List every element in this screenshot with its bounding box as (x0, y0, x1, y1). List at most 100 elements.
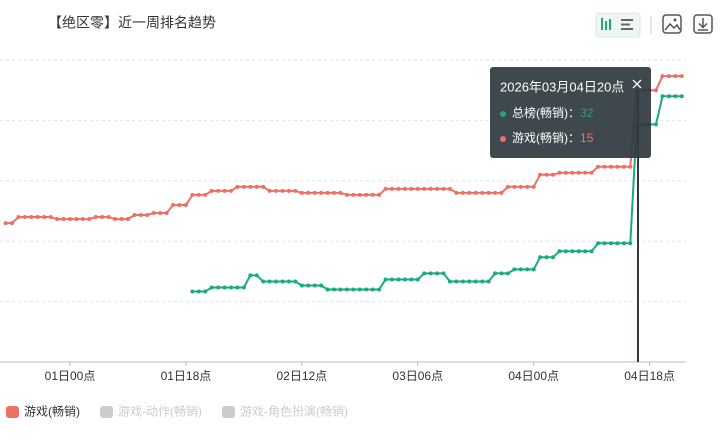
data-point (325, 190, 330, 195)
data-point (332, 190, 337, 195)
data-point (589, 249, 594, 254)
data-point (338, 287, 343, 292)
data-point (106, 215, 111, 220)
data-point (628, 164, 633, 169)
data-point (377, 287, 382, 292)
data-point (35, 215, 40, 220)
data-point (493, 271, 498, 276)
separator: ： (568, 106, 580, 120)
legend[interactable]: 游戏(畅销) 游戏-动作(畅销) 游戏-角色扮演(畅销) (6, 404, 348, 419)
data-point (402, 186, 407, 191)
data-point (480, 190, 485, 195)
x-tick-label: 01日18点 (161, 369, 212, 383)
series-line (5, 75, 682, 225)
data-point (222, 285, 227, 290)
data-point (447, 279, 452, 284)
data-point (454, 190, 459, 195)
data-point (61, 217, 66, 222)
data-point (499, 271, 504, 276)
x-tick-label: 04日00点 (508, 369, 559, 383)
data-point (280, 188, 285, 193)
data-point (679, 74, 684, 79)
legend-swatch[interactable] (222, 406, 235, 418)
data-point (493, 190, 498, 195)
data-point (100, 215, 105, 220)
data-point (132, 213, 137, 218)
data-point (138, 213, 143, 218)
data-point (87, 217, 92, 222)
data-point (196, 192, 201, 197)
data-point (299, 190, 304, 195)
tooltip-close[interactable] (632, 79, 642, 89)
data-point (93, 215, 98, 220)
data-point (589, 170, 594, 175)
data-point (583, 170, 588, 175)
data-point (435, 186, 440, 191)
data-point (145, 213, 150, 218)
data-point (241, 285, 246, 290)
download-button[interactable] (693, 14, 713, 34)
data-point (518, 184, 523, 189)
data-point (16, 215, 21, 220)
data-point (325, 287, 330, 292)
data-point (615, 164, 620, 169)
data-point (299, 283, 304, 288)
data-point (505, 184, 510, 189)
data-point (551, 172, 555, 177)
data-point (422, 186, 427, 191)
data-point (390, 186, 394, 191)
data-point (293, 279, 298, 284)
data-point (441, 186, 446, 191)
data-point (544, 172, 549, 177)
data-point (171, 202, 176, 207)
data-point (248, 273, 253, 278)
data-point (596, 164, 601, 169)
data-point (447, 186, 452, 191)
data-point (415, 277, 420, 282)
data-point (422, 271, 427, 276)
data-point (351, 287, 356, 292)
legend-swatch[interactable] (6, 406, 19, 418)
legend-label[interactable]: 游戏-角色扮演(畅销) (240, 404, 348, 419)
data-point (29, 215, 34, 220)
x-tick-label: 04日18点 (624, 369, 675, 383)
data-point (203, 289, 208, 294)
data-point (531, 184, 536, 189)
toolbar[interactable] (595, 12, 713, 38)
data-point (525, 267, 530, 272)
tooltip: 2026年03月04日20点 总榜(畅销)：32 游戏(畅销)：15 (490, 67, 651, 158)
data-point (338, 190, 343, 195)
data-point (512, 267, 517, 272)
data-point (209, 285, 214, 290)
data-point (673, 74, 678, 79)
data-point (428, 186, 433, 191)
data-point (261, 184, 266, 189)
data-point (364, 192, 369, 197)
data-point (409, 186, 414, 191)
data-point (570, 170, 575, 175)
tooltip-box (490, 67, 651, 158)
legend-label[interactable]: 游戏(畅销) (24, 405, 80, 419)
data-point (248, 184, 253, 189)
data-point (332, 287, 337, 292)
legend-label[interactable]: 游戏-动作(畅销) (118, 405, 202, 419)
plot-area: 01日00点 01日18点 02日12点 03日06点 04日00点 04日18点 (0, 59, 686, 383)
data-point (312, 283, 317, 288)
data-point (183, 202, 188, 207)
data-point (351, 192, 356, 197)
separator: ： (568, 131, 580, 145)
data-point (654, 122, 659, 127)
data-point (576, 249, 581, 254)
image-button[interactable] (662, 14, 682, 34)
data-point (460, 190, 465, 195)
data-point (486, 190, 491, 195)
data-point (557, 170, 562, 175)
data-point (319, 190, 324, 195)
data-point (608, 164, 613, 169)
data-point (286, 279, 291, 284)
data-point (383, 186, 388, 191)
data-point (216, 188, 221, 193)
legend-swatch[interactable] (100, 406, 113, 418)
data-point (486, 279, 491, 284)
